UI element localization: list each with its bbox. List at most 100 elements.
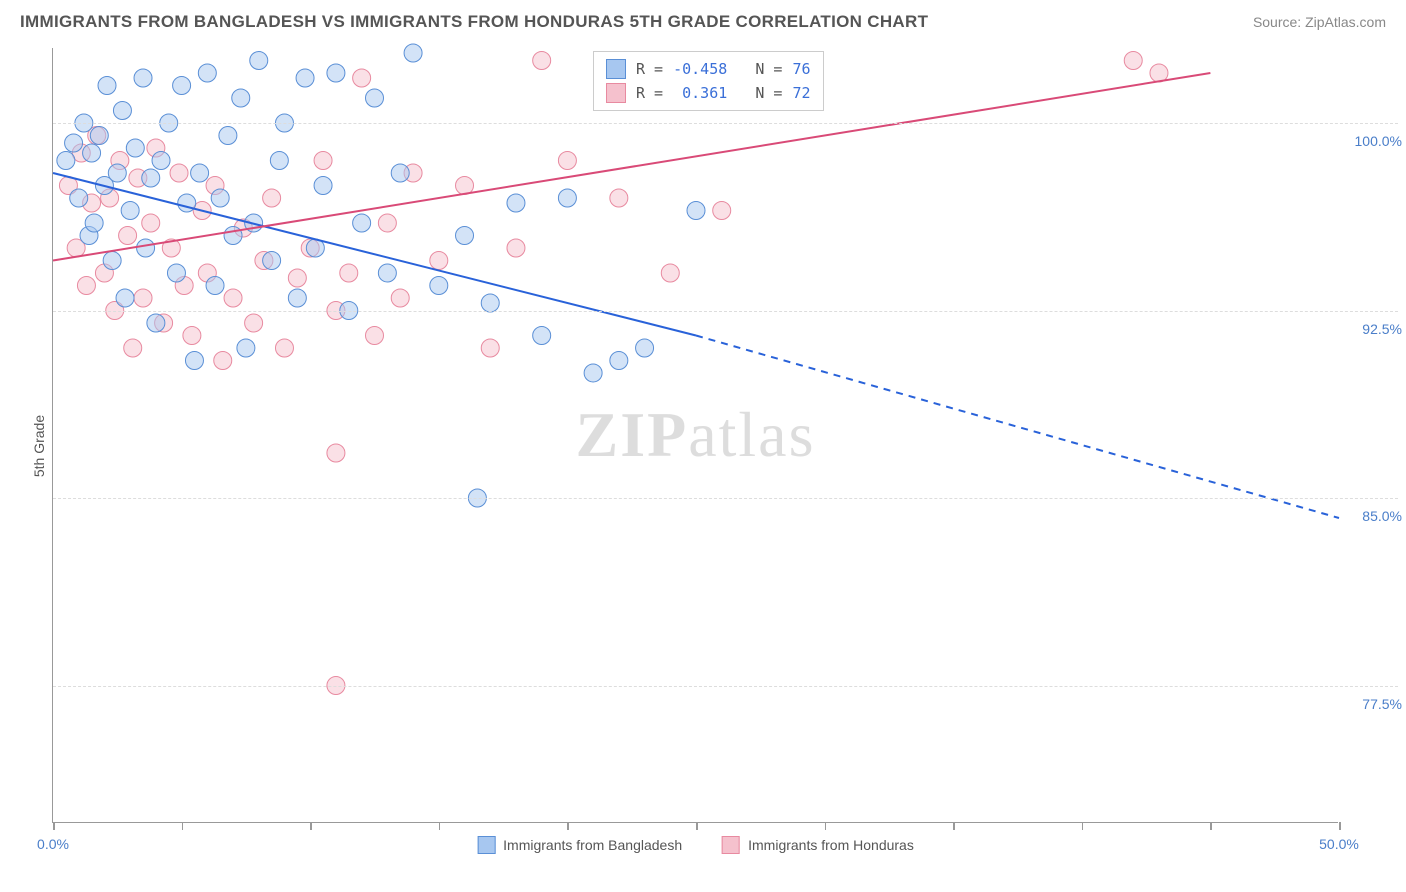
x-tick xyxy=(53,822,55,830)
scatter-point xyxy=(584,364,602,382)
x-tick xyxy=(1339,822,1341,830)
scatter-point xyxy=(134,69,152,87)
legend-swatch-2 xyxy=(722,836,740,854)
scatter-point xyxy=(353,69,371,87)
scatter-point xyxy=(113,102,131,120)
scatter-point xyxy=(288,269,306,287)
scatter-point xyxy=(296,69,314,87)
scatter-point xyxy=(366,89,384,107)
scatter-point xyxy=(224,227,242,245)
x-tick xyxy=(696,822,698,830)
x-tick xyxy=(182,822,184,830)
stats-n-value-2: 72 xyxy=(792,84,810,102)
x-tick xyxy=(1082,822,1084,830)
scatter-point xyxy=(167,264,185,282)
x-tick xyxy=(439,822,441,830)
scatter-point xyxy=(340,264,358,282)
gridline xyxy=(53,686,1398,687)
scatter-point xyxy=(507,194,525,212)
scatter-point xyxy=(232,89,250,107)
source-label: Source: xyxy=(1253,14,1305,30)
scatter-point xyxy=(391,164,409,182)
scatter-point xyxy=(85,214,103,232)
scatter-point xyxy=(327,444,345,462)
legend-item-2: Immigrants from Honduras xyxy=(722,836,914,854)
scatter-point xyxy=(610,352,628,370)
scatter-point xyxy=(533,327,551,345)
chart-svg xyxy=(53,48,1338,822)
scatter-point xyxy=(378,214,396,232)
x-tick xyxy=(310,822,312,830)
scatter-point xyxy=(353,214,371,232)
scatter-point xyxy=(288,289,306,307)
scatter-point xyxy=(314,152,332,170)
title-bar: IMMIGRANTS FROM BANGLADESH VS IMMIGRANTS… xyxy=(0,0,1406,40)
scatter-point xyxy=(250,52,268,70)
scatter-point xyxy=(481,339,499,357)
y-axis-label: 5th Grade xyxy=(31,415,47,477)
x-tick xyxy=(1210,822,1212,830)
scatter-point xyxy=(119,227,137,245)
scatter-point xyxy=(211,189,229,207)
scatter-point xyxy=(126,139,144,157)
trend-line-dashed xyxy=(696,336,1339,519)
scatter-point xyxy=(108,164,126,182)
legend-label-2: Immigrants from Honduras xyxy=(748,837,914,853)
scatter-point xyxy=(121,202,139,220)
y-tick-label: 92.5% xyxy=(1342,321,1402,337)
scatter-point xyxy=(98,77,116,95)
stats-n-value-1: 76 xyxy=(792,60,810,78)
stats-swatch-1 xyxy=(606,59,626,79)
scatter-point xyxy=(314,177,332,195)
scatter-point xyxy=(327,64,345,82)
gridline xyxy=(53,123,1398,124)
scatter-point xyxy=(219,127,237,145)
bottom-legend: Immigrants from Bangladesh Immigrants fr… xyxy=(477,836,914,854)
scatter-point xyxy=(378,264,396,282)
scatter-point xyxy=(191,164,209,182)
scatter-point xyxy=(137,239,155,257)
scatter-point xyxy=(83,144,101,162)
scatter-point xyxy=(661,264,679,282)
chart-title: IMMIGRANTS FROM BANGLADESH VS IMMIGRANTS… xyxy=(20,12,928,32)
x-tick xyxy=(953,822,955,830)
scatter-point xyxy=(507,239,525,257)
y-tick-label: 100.0% xyxy=(1342,133,1402,149)
correlation-stats-box: R = -0.458 N = 76 R = 0.361 N = 72 xyxy=(593,51,824,111)
scatter-point xyxy=(65,134,83,152)
scatter-point xyxy=(270,152,288,170)
legend-item-1: Immigrants from Bangladesh xyxy=(477,836,682,854)
scatter-point xyxy=(481,294,499,312)
scatter-point xyxy=(275,339,293,357)
scatter-point xyxy=(391,289,409,307)
scatter-point xyxy=(57,152,75,170)
stats-r-value-2: 0.361 xyxy=(673,84,727,102)
scatter-point xyxy=(206,277,224,295)
scatter-point xyxy=(170,164,188,182)
x-tick-label: 0.0% xyxy=(37,836,69,852)
stats-n-label-1: N = xyxy=(737,60,782,78)
scatter-point xyxy=(430,277,448,295)
scatter-point xyxy=(173,77,191,95)
scatter-point xyxy=(142,214,160,232)
scatter-point xyxy=(147,314,165,332)
scatter-point xyxy=(103,252,121,270)
stats-r-label-1: R = xyxy=(636,60,663,78)
scatter-point xyxy=(263,252,281,270)
stats-swatch-2 xyxy=(606,83,626,103)
stats-row-series2: R = 0.361 N = 72 xyxy=(606,81,811,105)
scatter-point xyxy=(533,52,551,70)
scatter-point xyxy=(237,339,255,357)
scatter-point xyxy=(263,189,281,207)
scatter-point xyxy=(713,202,731,220)
scatter-point xyxy=(134,289,152,307)
source-attribution: Source: ZipAtlas.com xyxy=(1253,14,1386,30)
scatter-point xyxy=(558,152,576,170)
scatter-point xyxy=(152,152,170,170)
gridline xyxy=(53,311,1398,312)
scatter-point xyxy=(70,189,88,207)
scatter-point xyxy=(198,64,216,82)
scatter-point xyxy=(1124,52,1142,70)
stats-row-series1: R = -0.458 N = 76 xyxy=(606,57,811,81)
scatter-point xyxy=(687,202,705,220)
